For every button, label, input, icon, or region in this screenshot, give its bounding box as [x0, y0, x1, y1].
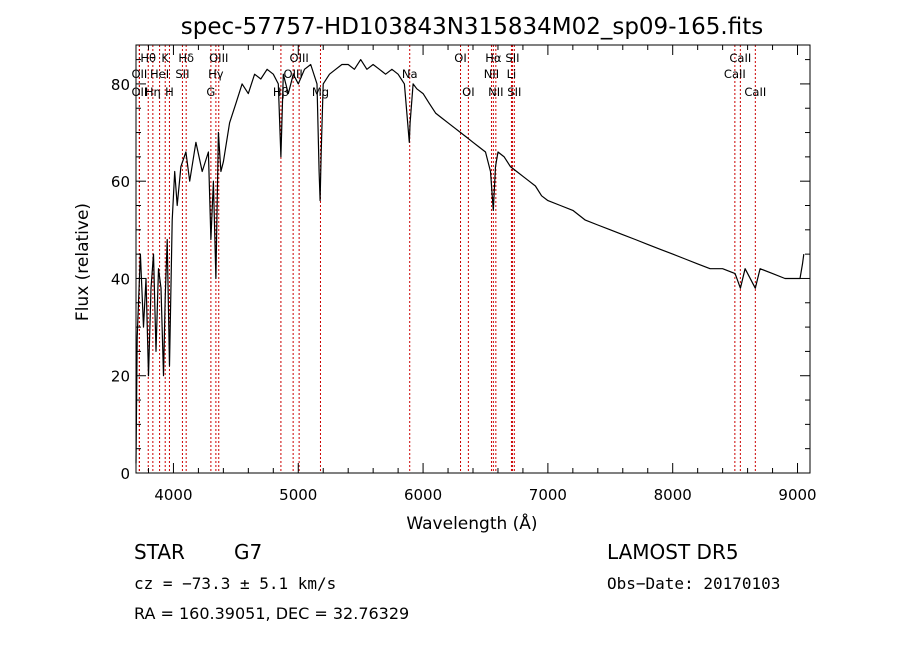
- line-label-10: Hγ: [208, 67, 224, 81]
- line-label-25: CaII: [724, 67, 746, 81]
- coordinates: RA = 160.39051, DEC = 32.76329: [134, 604, 409, 623]
- spectral-line-labels: OIIOIIHθHηHeIKHSIIHδGHγOIIIHβOIIIOIIIMgN…: [131, 51, 766, 99]
- line-label-17: OI: [454, 51, 466, 65]
- line-label-0: OII: [131, 67, 147, 81]
- spectrum-series: [135, 58, 805, 464]
- line-label-22: Li: [507, 67, 517, 81]
- line-label-6: H: [165, 85, 174, 99]
- line-label-4: HeI: [150, 67, 169, 81]
- line-label-14: OIII: [290, 51, 309, 65]
- line-label-1: OII: [131, 85, 147, 99]
- chart-title: spec-57757-HD103843N315834M02_sp09-165.f…: [181, 14, 763, 40]
- line-label-2: Hθ: [140, 51, 156, 65]
- line-label-21: NII: [488, 85, 503, 99]
- y-tick-label-4: 80: [111, 76, 130, 94]
- plot-frame: [135, 44, 811, 474]
- redshift-velocity: cz = −73.3 ± 5.1 km/s: [134, 574, 336, 593]
- y-tick-label-2: 40: [111, 270, 130, 288]
- line-label-9: G: [206, 85, 215, 99]
- line-label-16: Na: [402, 67, 418, 81]
- line-label-8: Hδ: [178, 51, 194, 65]
- line-label-12: Hβ: [273, 85, 289, 99]
- line-label-11: OIII: [209, 51, 228, 65]
- line-label-27: CaII: [744, 85, 766, 99]
- line-label-5: K: [161, 51, 169, 65]
- spectrum-line: [135, 58, 805, 464]
- x-axis-ticks: 4000 5000 6000 7000 8000 9000: [147, 45, 817, 504]
- line-label-23: SII: [505, 51, 519, 65]
- line-label-18: OI: [462, 85, 474, 99]
- y-tick-label-0: 0: [120, 465, 130, 483]
- survey-name: LAMOST DR5: [607, 540, 739, 564]
- x-axis-label: Wavelength (Å): [406, 512, 537, 534]
- spectral-line-markers: [138, 45, 756, 473]
- line-label-20: Hα: [485, 51, 502, 65]
- line-label-3: Hη: [145, 85, 161, 99]
- line-label-7: SII: [175, 67, 189, 81]
- line-label-26: CaII: [729, 51, 751, 65]
- line-label-24: SII: [507, 85, 521, 99]
- y-axis-ticks: 0 20 40 60 80: [111, 59, 810, 483]
- y-axis-label: Flux (relative): [73, 203, 93, 321]
- x-tick-label-1: 5000: [279, 486, 317, 504]
- observation-date: Obs−Date: 20170103: [607, 574, 780, 593]
- x-tick-label-5: 9000: [778, 486, 816, 504]
- line-label-15: Mg: [312, 85, 329, 99]
- subclass: G7: [234, 540, 262, 564]
- y-tick-label-3: 60: [111, 173, 130, 191]
- x-tick-label-3: 7000: [529, 486, 567, 504]
- line-label-19: NII: [484, 67, 499, 81]
- y-tick-label-1: 20: [111, 368, 130, 386]
- x-tick-label-2: 6000: [404, 486, 442, 504]
- object-class: STAR: [134, 540, 185, 564]
- x-tick-label-4: 8000: [654, 486, 692, 504]
- x-tick-label-0: 4000: [154, 486, 192, 504]
